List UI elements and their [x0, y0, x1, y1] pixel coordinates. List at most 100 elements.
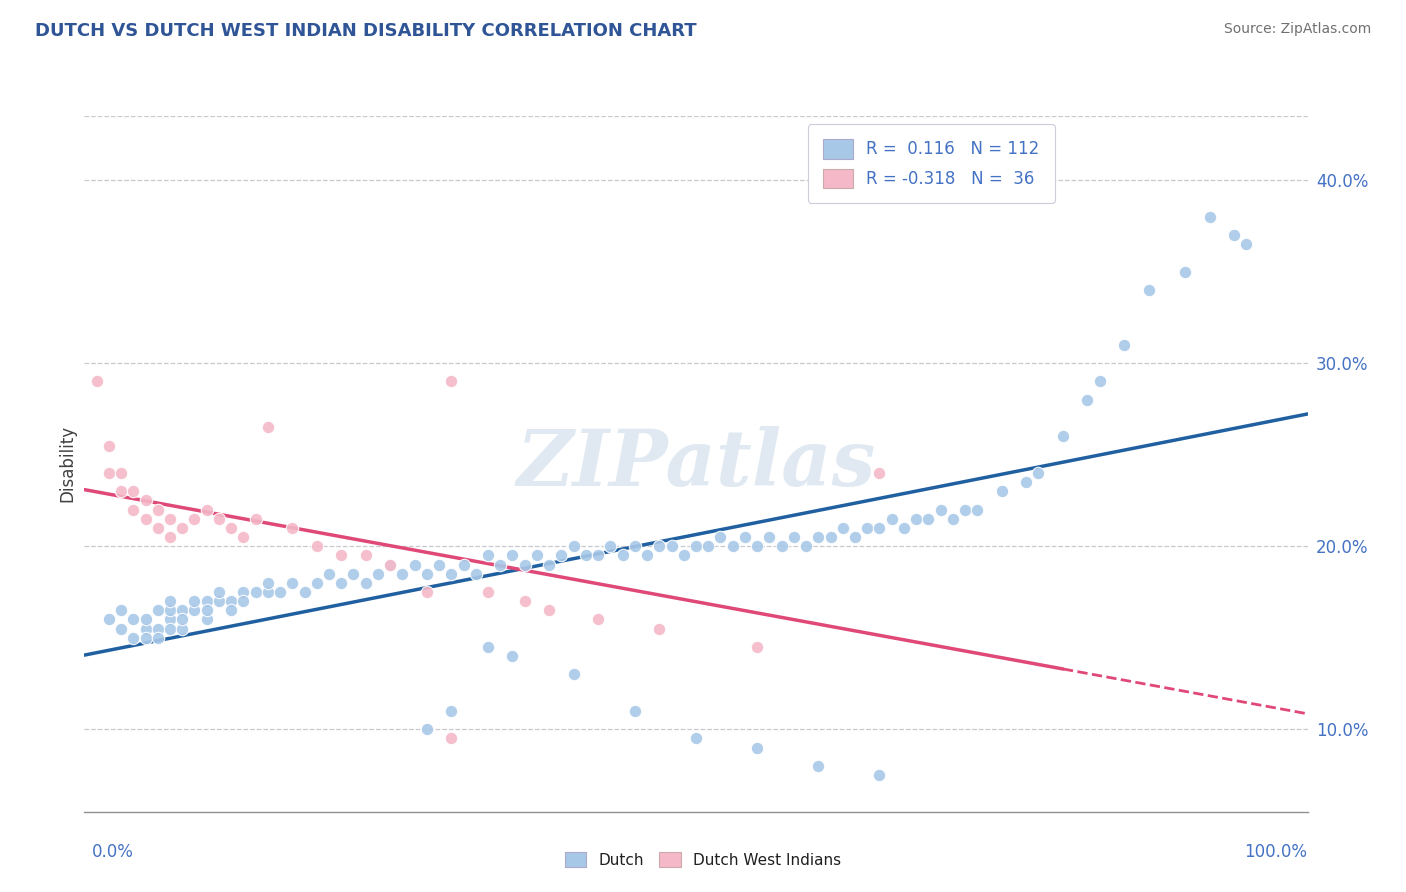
Point	[807, 759, 830, 773]
Point	[1076, 392, 1098, 407]
Point	[586, 549, 609, 563]
Text: 100.0%: 100.0%	[1244, 843, 1308, 861]
Point	[219, 594, 242, 608]
Point	[342, 566, 364, 581]
Point	[416, 723, 439, 737]
Point	[599, 539, 621, 553]
Point	[440, 704, 463, 718]
Point	[245, 585, 267, 599]
Point	[685, 731, 707, 746]
Point	[232, 585, 254, 599]
Point	[685, 539, 707, 553]
Point	[538, 603, 561, 617]
Point	[856, 521, 879, 535]
Point	[183, 603, 205, 617]
Point	[1198, 210, 1220, 224]
Point	[1174, 264, 1197, 278]
Point	[513, 558, 536, 572]
Point	[122, 484, 145, 499]
Point	[159, 622, 181, 636]
Point	[122, 612, 145, 626]
Point	[526, 549, 548, 563]
Point	[501, 649, 523, 664]
Point	[942, 512, 965, 526]
Point	[1052, 429, 1074, 443]
Point	[440, 375, 463, 389]
Legend: R =  0.116   N = 112, R = -0.318   N =  36: R = 0.116 N = 112, R = -0.318 N = 36	[808, 124, 1054, 202]
Legend: Dutch, Dutch West Indians: Dutch, Dutch West Indians	[557, 844, 849, 875]
Point	[770, 539, 793, 553]
Point	[747, 740, 769, 755]
Point	[135, 512, 157, 526]
Point	[844, 530, 866, 544]
Point	[929, 502, 952, 516]
Point	[159, 594, 181, 608]
Point	[624, 704, 647, 718]
Point	[661, 539, 683, 553]
Point	[380, 558, 402, 572]
Point	[159, 530, 181, 544]
Point	[538, 558, 561, 572]
Point	[721, 539, 744, 553]
Point	[257, 420, 280, 434]
Point	[672, 549, 695, 563]
Point	[820, 530, 842, 544]
Point	[893, 521, 915, 535]
Point	[648, 539, 671, 553]
Point	[354, 575, 377, 590]
Point	[586, 612, 609, 626]
Point	[1223, 227, 1246, 242]
Point	[831, 521, 853, 535]
Point	[440, 731, 463, 746]
Point	[624, 539, 647, 553]
Point	[245, 512, 267, 526]
Point	[195, 612, 218, 626]
Point	[734, 530, 756, 544]
Point	[966, 502, 988, 516]
Point	[183, 512, 205, 526]
Point	[648, 622, 671, 636]
Point	[477, 549, 499, 563]
Point	[305, 575, 328, 590]
Point	[159, 612, 181, 626]
Text: Source: ZipAtlas.com: Source: ZipAtlas.com	[1223, 22, 1371, 37]
Point	[110, 466, 132, 480]
Point	[1015, 475, 1038, 490]
Point	[783, 530, 806, 544]
Point	[97, 438, 120, 452]
Point	[427, 558, 450, 572]
Point	[489, 558, 512, 572]
Point	[416, 585, 439, 599]
Point	[146, 603, 169, 617]
Point	[990, 484, 1012, 499]
Point	[146, 631, 169, 645]
Point	[183, 594, 205, 608]
Point	[208, 594, 231, 608]
Point	[747, 640, 769, 654]
Text: DUTCH VS DUTCH WEST INDIAN DISABILITY CORRELATION CHART: DUTCH VS DUTCH WEST INDIAN DISABILITY CO…	[35, 22, 697, 40]
Point	[146, 521, 169, 535]
Point	[1088, 375, 1111, 389]
Point	[294, 585, 316, 599]
Point	[869, 521, 891, 535]
Point	[330, 549, 353, 563]
Point	[219, 603, 242, 617]
Point	[97, 466, 120, 480]
Point	[636, 549, 658, 563]
Point	[305, 539, 328, 553]
Point	[159, 603, 181, 617]
Point	[172, 622, 194, 636]
Point	[953, 502, 976, 516]
Point	[330, 575, 353, 590]
Point	[464, 566, 486, 581]
Point	[575, 549, 598, 563]
Point	[172, 521, 194, 535]
Point	[232, 530, 254, 544]
Point	[110, 622, 132, 636]
Point	[195, 502, 218, 516]
Point	[869, 466, 891, 480]
Point	[86, 375, 108, 389]
Point	[122, 631, 145, 645]
Point	[318, 566, 340, 581]
Point	[146, 622, 169, 636]
